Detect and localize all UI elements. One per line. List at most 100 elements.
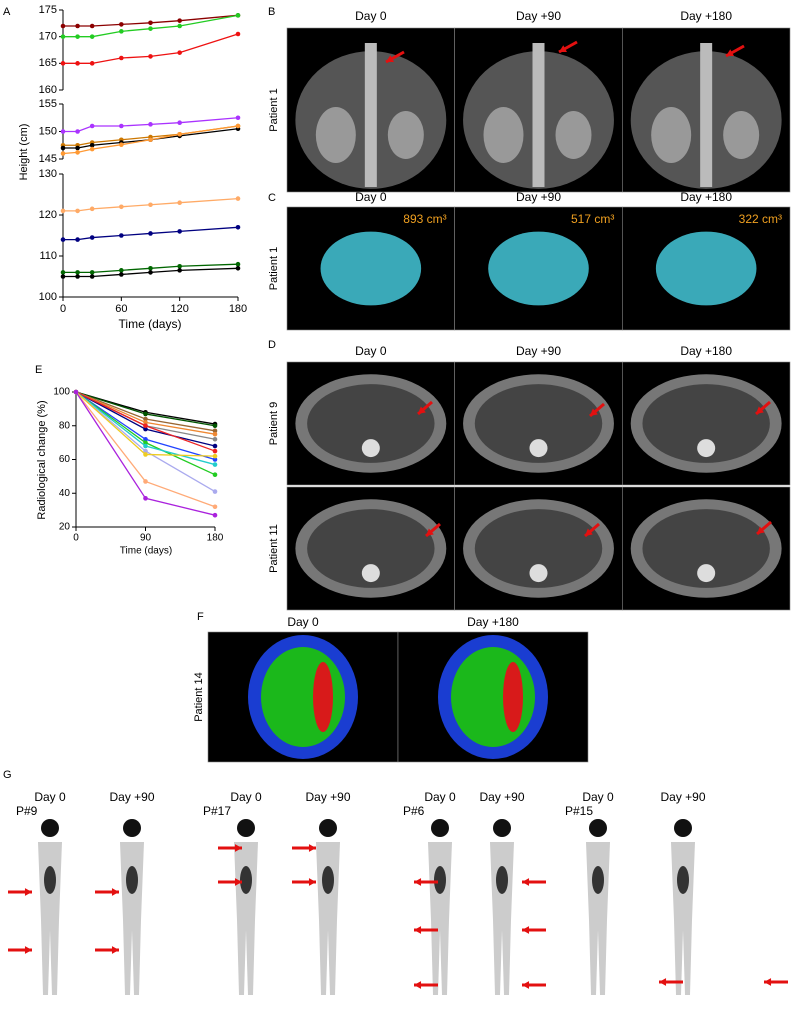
abdomen-inner (474, 384, 603, 463)
scan-body (490, 842, 514, 995)
y-tick-label: 155 (39, 98, 57, 110)
x-tick-label: 120 (170, 303, 188, 315)
abdomen-inner (642, 384, 770, 463)
column-label: Day 0 (424, 790, 456, 804)
data-point (60, 151, 66, 156)
column-label: Day 0 (34, 790, 66, 804)
arrow-head (559, 45, 567, 52)
scan-uptake (592, 866, 604, 894)
y-tick-label: 40 (59, 488, 71, 499)
volume-label: 893 cm³ (403, 212, 446, 226)
scan-body (671, 842, 695, 995)
data-point (212, 428, 218, 434)
data-point (60, 237, 66, 242)
data-point (89, 235, 95, 240)
column-label: Day +90 (305, 790, 350, 804)
data-point (60, 23, 66, 29)
x-tick-label: 180 (229, 303, 247, 315)
data-point (119, 142, 124, 147)
data-point (212, 512, 218, 518)
x-axis-title: Time (days) (119, 317, 182, 331)
arrow-head (522, 878, 530, 886)
spine (532, 43, 545, 187)
abdomen-inner (642, 509, 770, 588)
data-point (143, 479, 148, 484)
data-point (212, 462, 218, 467)
data-point (143, 420, 148, 425)
patient-label: P#6 (403, 804, 425, 818)
column-label: Day +180 (680, 344, 732, 358)
scan-head (674, 819, 692, 837)
data-point (177, 200, 182, 205)
panel-label: B (268, 6, 275, 18)
spine (700, 43, 713, 187)
data-point (148, 231, 153, 236)
column-label: Day +90 (479, 790, 524, 804)
vertebra (529, 439, 548, 458)
organ (723, 111, 760, 159)
arrow-head (659, 978, 667, 986)
data-point (212, 453, 218, 459)
y-tick-label: 20 (59, 522, 71, 533)
data-point (60, 145, 66, 151)
arrow-head (418, 406, 426, 414)
brain-hot (503, 662, 523, 732)
data-point (148, 202, 153, 208)
data-point (89, 270, 95, 275)
data-point (119, 204, 124, 210)
arrow-head (590, 408, 598, 416)
y-tick-label: 100 (39, 291, 57, 303)
vertebra (361, 564, 380, 583)
panel-label: G (3, 769, 12, 781)
y-tick-label: 60 (59, 454, 71, 465)
column-label: Day 0 (582, 790, 614, 804)
data-point (177, 18, 182, 23)
data-point (143, 436, 148, 442)
data-point (212, 472, 218, 477)
y-tick-label: 120 (39, 209, 57, 221)
scan-body (586, 842, 610, 995)
abdomen-inner (307, 384, 435, 463)
x-tick-label: 90 (140, 533, 152, 544)
data-point (75, 237, 80, 242)
arrow-head (585, 528, 593, 536)
data-point (75, 274, 80, 279)
data-point (89, 123, 95, 129)
data-point (148, 54, 153, 59)
scan-uptake (434, 866, 446, 894)
spine (364, 43, 377, 187)
column-label: Day +90 (109, 790, 154, 804)
scan-body (428, 842, 452, 995)
x-tick-label: 60 (115, 303, 127, 315)
arrow-head (308, 844, 316, 852)
data-point (75, 145, 80, 151)
data-point (119, 233, 124, 238)
data-point (177, 50, 182, 55)
data-point (212, 436, 218, 442)
column-label: Day +180 (680, 9, 732, 23)
scan-uptake (126, 866, 138, 894)
data-point (143, 448, 148, 454)
data-point (148, 270, 153, 275)
scan-head (589, 819, 607, 837)
data-point (212, 489, 218, 494)
y-tick-label: 175 (39, 4, 57, 16)
data-point (89, 61, 95, 66)
arrow-head (426, 528, 434, 536)
data-point (89, 34, 95, 39)
vertebra (697, 439, 716, 458)
arrow-head (756, 406, 764, 414)
arrow-head (764, 978, 772, 986)
organ (555, 111, 592, 159)
vertebra (529, 564, 548, 583)
column-label: Day +90 (516, 9, 561, 23)
y-tick-label: 110 (39, 250, 57, 262)
data-point (119, 268, 124, 273)
arrow-head (24, 946, 32, 954)
row-label: Patient 11 (268, 524, 280, 573)
tumor-volume (488, 231, 589, 306)
scan-body (120, 842, 144, 995)
scan-body (234, 842, 258, 995)
data-point (235, 123, 241, 129)
